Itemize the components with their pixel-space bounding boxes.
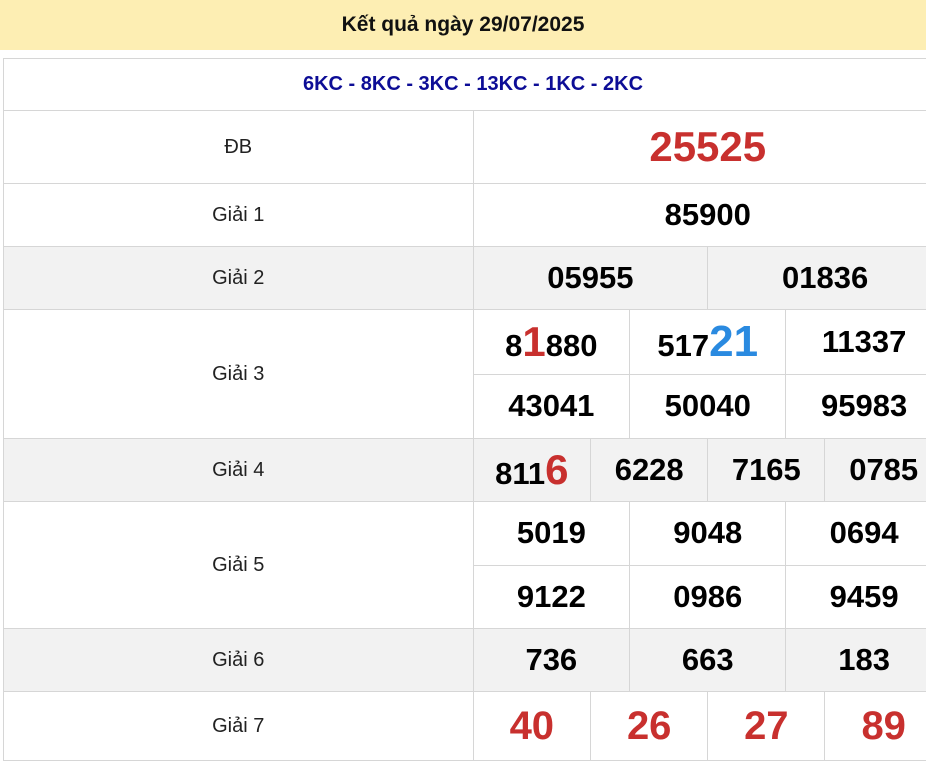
prize-numbers: 736 663 183 xyxy=(473,629,926,692)
result-number: 89 xyxy=(825,692,926,760)
digits: 01836 xyxy=(782,260,868,295)
prize-label: Giải 3 xyxy=(4,310,474,439)
prize-row: Giải 2 05955 01836 xyxy=(4,247,926,310)
numbers-grid: 736 663 183 xyxy=(474,629,926,691)
results-table: 6KC - 8KC - 3KC - 13KC - 1KC - 2KC ĐB 255… xyxy=(3,58,926,761)
digits: 7165 xyxy=(732,452,801,487)
result-number: 183 xyxy=(786,629,926,691)
digits: 40 xyxy=(510,704,555,748)
prize-label: Giải 5 xyxy=(4,502,474,629)
prize-label: Giải 7 xyxy=(4,692,474,761)
prize-numbers: 25525 xyxy=(473,111,926,184)
result-number: 85900 xyxy=(474,184,926,246)
digits: 85900 xyxy=(665,197,751,232)
digits: 880 xyxy=(546,328,598,363)
result-number: 40 xyxy=(474,692,591,760)
result-number: 25525 xyxy=(474,111,926,183)
numbers-grid: 85900 xyxy=(474,184,926,246)
result-number: 50040 xyxy=(630,374,786,438)
digits: 9122 xyxy=(517,579,586,614)
lottery-codes: 6KC - 8KC - 3KC - 13KC - 1KC - 2KC xyxy=(4,59,926,111)
result-number: 01836 xyxy=(708,247,926,309)
digits: 89 xyxy=(861,704,906,748)
result-number: 6228 xyxy=(591,439,708,501)
result-number: 81880 xyxy=(474,310,630,374)
digits: 0694 xyxy=(830,515,899,550)
prize-numbers: 5019 9048 0694 9122 0986 9459 xyxy=(473,502,926,629)
digits: 663 xyxy=(682,642,734,677)
numbers-grid: 5019 9048 0694 9122 0986 9459 xyxy=(474,502,926,628)
result-number: 7165 xyxy=(708,439,825,501)
prize-numbers: 40 26 27 89 xyxy=(473,692,926,761)
digits: 0785 xyxy=(849,452,918,487)
digits: 517 xyxy=(657,328,709,363)
result-number: 663 xyxy=(630,629,786,691)
digits: 43041 xyxy=(508,388,594,423)
digits: 183 xyxy=(838,642,890,677)
highlighted-digits: 1 xyxy=(522,318,545,365)
result-number: 8116 xyxy=(474,439,591,501)
digits: 0986 xyxy=(673,579,742,614)
digits: 6228 xyxy=(615,452,684,487)
prize-row: Giải 1 85900 xyxy=(4,184,926,247)
prize-numbers: 85900 xyxy=(473,184,926,247)
digits: 5019 xyxy=(517,515,586,550)
prize-label: Giải 6 xyxy=(4,629,474,692)
digits: 9048 xyxy=(673,515,742,550)
digits: 26 xyxy=(627,704,672,748)
numbers-grid: 05955 01836 xyxy=(474,247,926,309)
prize-label: Giải 4 xyxy=(4,439,474,502)
digits: 8 xyxy=(505,328,522,363)
prize-label: ĐB xyxy=(4,111,474,184)
prize-numbers: 05955 01836 xyxy=(473,247,926,310)
result-number: 27 xyxy=(708,692,825,760)
numbers-grid: 8116 6228 7165 0785 xyxy=(474,439,926,501)
digits: 9459 xyxy=(830,579,899,614)
numbers-grid: 25525 xyxy=(474,111,926,183)
prize-row: Giải 6 736 663 183 xyxy=(4,629,926,692)
digits: 736 xyxy=(525,642,577,677)
numbers-grid: 40 26 27 89 xyxy=(474,692,926,760)
result-number: 0785 xyxy=(825,439,926,501)
prize-label: Giải 1 xyxy=(4,184,474,247)
result-number: 11337 xyxy=(786,310,926,374)
digits: 50040 xyxy=(665,388,751,423)
highlighted-digits: 21 xyxy=(709,317,758,366)
result-number: 0986 xyxy=(630,565,786,628)
result-number: 05955 xyxy=(474,247,708,309)
prize-row: ĐB 25525 xyxy=(4,111,926,184)
digits: 95983 xyxy=(821,388,907,423)
digits: 25525 xyxy=(649,123,766,170)
digits: 05955 xyxy=(547,260,633,295)
result-number: 95983 xyxy=(786,374,926,438)
prize-row: Giải 7 40 26 27 89 xyxy=(4,692,926,761)
result-number: 0694 xyxy=(786,502,926,565)
result-number: 26 xyxy=(591,692,708,760)
highlighted-digits: 6 xyxy=(545,446,568,493)
result-number: 5019 xyxy=(474,502,630,565)
prize-numbers: 8116 6228 7165 0785 xyxy=(473,439,926,502)
result-number: 51721 xyxy=(630,310,786,374)
result-number: 9048 xyxy=(630,502,786,565)
result-number: 43041 xyxy=(474,374,630,438)
result-number: 736 xyxy=(474,629,630,691)
prize-label: Giải 2 xyxy=(4,247,474,310)
digits: 27 xyxy=(744,704,789,748)
result-number: 9122 xyxy=(474,565,630,628)
result-date-header: Kết quả ngày 29/07/2025 xyxy=(0,0,926,50)
digits: 11337 xyxy=(822,324,907,359)
result-number: 9459 xyxy=(786,565,926,628)
prize-row: Giải 5 5019 9048 0694 9122 0986 9459 xyxy=(4,502,926,629)
digits: 811 xyxy=(495,456,545,491)
